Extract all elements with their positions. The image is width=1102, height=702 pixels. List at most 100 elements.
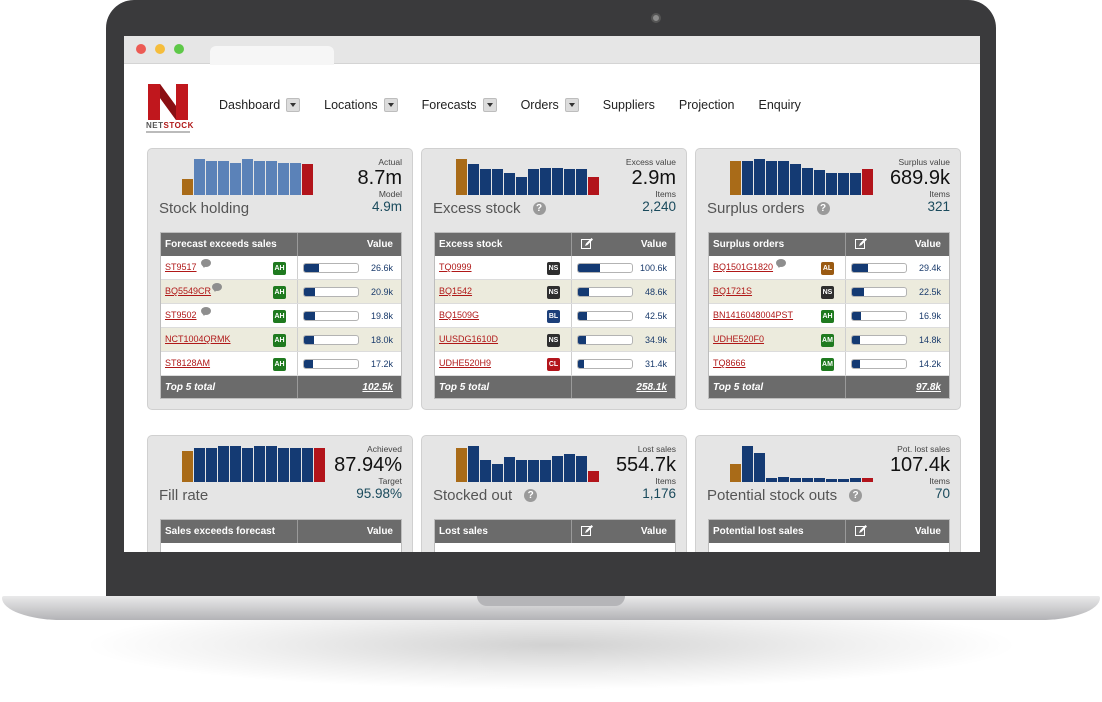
spark-bar [540, 460, 551, 482]
laptop-notch [477, 596, 625, 606]
value-bar-fill [304, 360, 314, 368]
dropdown-caret-icon[interactable] [482, 98, 497, 112]
spark-bar [528, 460, 539, 482]
panel-title[interactable]: Excess stock? [433, 200, 546, 217]
item-code-link[interactable]: ST8128AM [165, 358, 211, 368]
browser-tab[interactable] [210, 46, 334, 65]
nav-item-forecasts[interactable]: Forecasts [422, 98, 497, 112]
comment-icon[interactable] [776, 259, 787, 268]
table-header-title: Sales exceeds forecast [165, 526, 276, 537]
row-value: 14.2k [918, 359, 941, 369]
panel-title-text: Excess stock [433, 200, 521, 217]
item-code-link[interactable]: UDHE520H9 [439, 358, 492, 368]
footer-total-link[interactable]: 97.8k [915, 382, 941, 393]
table-footer: Top 5 total 102.5k [161, 376, 401, 398]
item-code-link[interactable]: TQ8666 [713, 358, 746, 368]
nav-item-projection[interactable]: Projection [679, 98, 735, 112]
value-bar [851, 335, 907, 345]
item-code-link[interactable]: BQ1501G1820 [713, 262, 774, 272]
minimize-window-button[interactable] [155, 44, 165, 54]
panel-stocked-out: Lost sales 554.7k Items 1,176 Stocked out? Lo… [421, 435, 687, 552]
logo-tagline [146, 131, 190, 133]
spark-bar [194, 159, 205, 195]
table-row: BQ1542 NS 48.6k [435, 280, 675, 304]
maximize-window-button[interactable] [174, 44, 184, 54]
panel-title-text: Stocked out [433, 487, 513, 504]
table-row [435, 543, 675, 552]
help-icon[interactable]: ? [532, 202, 546, 215]
item-code-link[interactable]: BN1416048004PST [713, 310, 794, 320]
table-row: UDHE520H9 CL 31.4k [435, 352, 675, 376]
item-code-link[interactable]: BQ5549CR [165, 286, 212, 296]
item-code-link[interactable]: BQ1721S [713, 286, 753, 296]
nav-item-suppliers[interactable]: Suppliers [603, 98, 655, 112]
footer-total-link[interactable]: 258.1k [636, 382, 667, 393]
item-code-link[interactable]: UDHE520F0 [713, 334, 765, 344]
panel-stock-holding: Actual 8.7m Model 4.9m Stock holding Forecast… [147, 148, 413, 410]
nav-item-locations[interactable]: Locations [324, 98, 398, 112]
help-icon[interactable]: ? [816, 202, 830, 215]
sparkline-chart [456, 159, 600, 195]
column-divider [297, 352, 298, 375]
nav-label: Suppliers [602, 98, 655, 112]
panel-title[interactable]: Stock holding [159, 200, 249, 217]
spark-bar [564, 454, 575, 482]
data-table: Sales exceeds forecast Value [160, 519, 402, 552]
item-code-link[interactable]: TQ0999 [439, 262, 472, 272]
edit-icon[interactable] [855, 238, 867, 250]
close-window-button[interactable] [136, 44, 146, 54]
footer-total-link[interactable]: 102.5k [362, 382, 393, 393]
status-badge: AH [273, 358, 286, 371]
row-value: 29.4k [918, 263, 941, 273]
spark-bar [802, 478, 813, 482]
spark-bar [218, 161, 229, 195]
value-bar [303, 359, 359, 369]
row-value: 48.6k [644, 287, 667, 297]
panel-excess-stock: Excess value 2.9m Items 2,240 Excess stock? E… [421, 148, 687, 410]
netstock-logo-icon [148, 84, 188, 120]
panel-title[interactable]: Fill rate [159, 487, 208, 504]
item-code-link[interactable]: NCT1004QRMK [165, 334, 231, 344]
item-code-link[interactable]: ST9502 [165, 310, 197, 320]
spark-bar [278, 448, 289, 482]
edit-icon[interactable] [581, 525, 593, 537]
item-code-link[interactable]: UUSDG1610D [439, 334, 499, 344]
status-badge: AH [273, 310, 286, 323]
nav-item-dashboard[interactable]: Dashboard [219, 98, 301, 112]
item-code-link[interactable]: BQ1542 [439, 286, 473, 296]
help-icon[interactable]: ? [524, 489, 538, 502]
value-bar-fill [578, 360, 585, 368]
comment-icon[interactable] [212, 283, 223, 292]
table-row: BQ1501G1820 AL 29.4k [709, 256, 949, 280]
row-value: 19.8k [370, 311, 393, 321]
panel-title[interactable]: Stocked out? [433, 487, 538, 504]
comment-icon[interactable] [201, 307, 212, 316]
item-code-link[interactable]: BQ1509G [439, 310, 480, 320]
dropdown-caret-icon[interactable] [383, 98, 398, 112]
help-icon[interactable]: ? [849, 489, 863, 502]
row-value: 22.5k [918, 287, 941, 297]
column-divider [845, 280, 846, 303]
table-header: Forecast exceeds sales Value [161, 233, 401, 256]
edit-icon[interactable] [581, 238, 593, 250]
edit-icon[interactable] [855, 525, 867, 537]
kpi-value-secondary: 1,176 [642, 486, 676, 501]
nav-item-enquiry[interactable]: Enquiry [758, 98, 800, 112]
kpi-label-primary: Surplus value [898, 157, 950, 167]
comment-icon[interactable] [201, 259, 212, 268]
footer-label: Top 5 total [165, 382, 216, 393]
panel-title[interactable]: Potential stock outs? [707, 487, 863, 504]
panel-title[interactable]: Surplus orders? [707, 200, 830, 217]
nav-item-orders[interactable]: Orders [521, 98, 579, 112]
spark-bar [742, 161, 753, 195]
value-bar-fill [304, 336, 314, 344]
status-badge: NS [547, 334, 560, 347]
main-nav: Dashboard Locations Forecasts Orders Supplie… [219, 98, 825, 112]
dropdown-caret-icon[interactable] [286, 98, 301, 112]
table-row: BQ5549CR AH 20.9k [161, 280, 401, 304]
dropdown-caret-icon[interactable] [564, 98, 579, 112]
row-value: 26.6k [370, 263, 393, 273]
status-badge: AH [273, 286, 286, 299]
item-code-link[interactable]: ST9517 [165, 262, 197, 272]
netstock-logo[interactable]: NETSTOCK [146, 84, 193, 134]
